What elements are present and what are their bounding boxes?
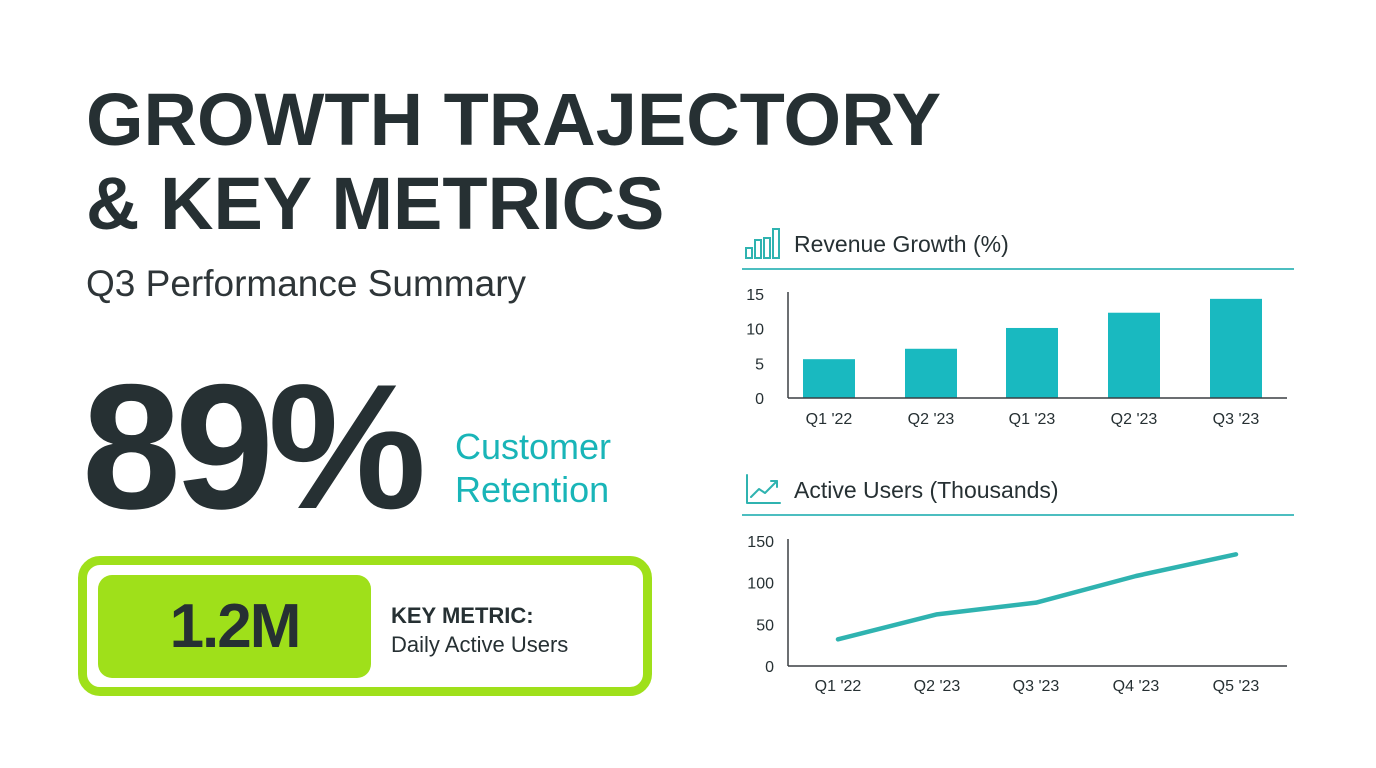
y-tick-label: 100: [747, 576, 774, 593]
retention-label-line-2: Retention: [455, 469, 610, 510]
bar: [1006, 327, 1058, 398]
retention-value: 89%: [82, 347, 426, 546]
x-tick-label: Q2 '23: [1111, 411, 1158, 428]
key-metric-card: 1.2M KEY METRIC: Daily Active Users: [78, 556, 652, 696]
bar: [905, 348, 957, 398]
y-tick-label: 10: [746, 322, 764, 339]
revenue-chart-title: Revenue Growth (%): [794, 231, 1009, 257]
x-tick-label: Q2 '23: [908, 411, 955, 428]
y-tick-label: 5: [755, 356, 764, 373]
x-tick-label: Q5 '23: [1213, 678, 1260, 695]
page-subtitle: Q3 Performance Summary: [86, 263, 527, 304]
users-line-plot: 0 50 100 150 Q1 '22 Q2 '23 Q3 '23 Q4 '23 Q5 '23: [747, 534, 1287, 695]
key-metric-value: 1.2M: [169, 592, 302, 661]
y-tick-label: 0: [765, 659, 774, 676]
users-chart-header: Active Users (Thousands): [742, 472, 1294, 516]
y-tick-label: 0: [755, 391, 764, 408]
x-tick-label: Q1 '22: [815, 678, 862, 695]
bar-chart-icon: [745, 228, 780, 259]
active-users-chart: Active Users (Thousands) 0 50 100 150 Q1 '22…: [742, 472, 1294, 702]
bar: [1210, 298, 1262, 398]
y-tick-label: 15: [746, 287, 764, 304]
y-tick-label: 150: [747, 534, 774, 551]
key-metric-heading: KEY METRIC:: [391, 603, 534, 628]
users-line: [835, 552, 1239, 642]
retention-label-line-1: Customer: [455, 426, 612, 467]
key-metric-text: KEY METRIC: Daily Active Users: [391, 603, 568, 658]
line-chart-icon: [746, 474, 781, 504]
x-tick-label: Q1 '23: [1009, 411, 1056, 428]
x-tick-label: Q3 '23: [1013, 678, 1060, 695]
key-metric-description: Daily Active Users: [391, 632, 569, 657]
x-tick-label: Q3 '23: [1213, 411, 1260, 428]
revenue-bar-plot: 0 5 10 15 Q1 '22 Q2 '23 Q1 '23 Q2 '23 Q3 '23: [746, 287, 1287, 428]
revenue-chart-header: Revenue Growth (%): [742, 226, 1294, 270]
y-tick-label: 50: [756, 617, 774, 634]
page-title: GROWTH TRAJECTORY & KEY METRICS: [86, 78, 941, 246]
bar: [803, 359, 855, 398]
page-title-line-2: & KEY METRICS: [86, 162, 665, 245]
x-tick-label: Q2 '23: [914, 678, 961, 695]
revenue-growth-chart: Revenue Growth (%) 0 5 10 15 Q1 '22 Q2 '23 Q1 …: [742, 226, 1294, 446]
users-chart-title: Active Users (Thousands): [794, 477, 1059, 503]
x-tick-label: Q1 '22: [806, 411, 853, 428]
retention-label: Customer Retention: [455, 425, 611, 511]
key-metric-badge: 1.2M: [98, 575, 371, 678]
x-tick-label: Q4 '23: [1113, 678, 1160, 695]
bar: [1108, 312, 1160, 398]
page-title-line-1: GROWTH TRAJECTORY: [86, 78, 942, 161]
